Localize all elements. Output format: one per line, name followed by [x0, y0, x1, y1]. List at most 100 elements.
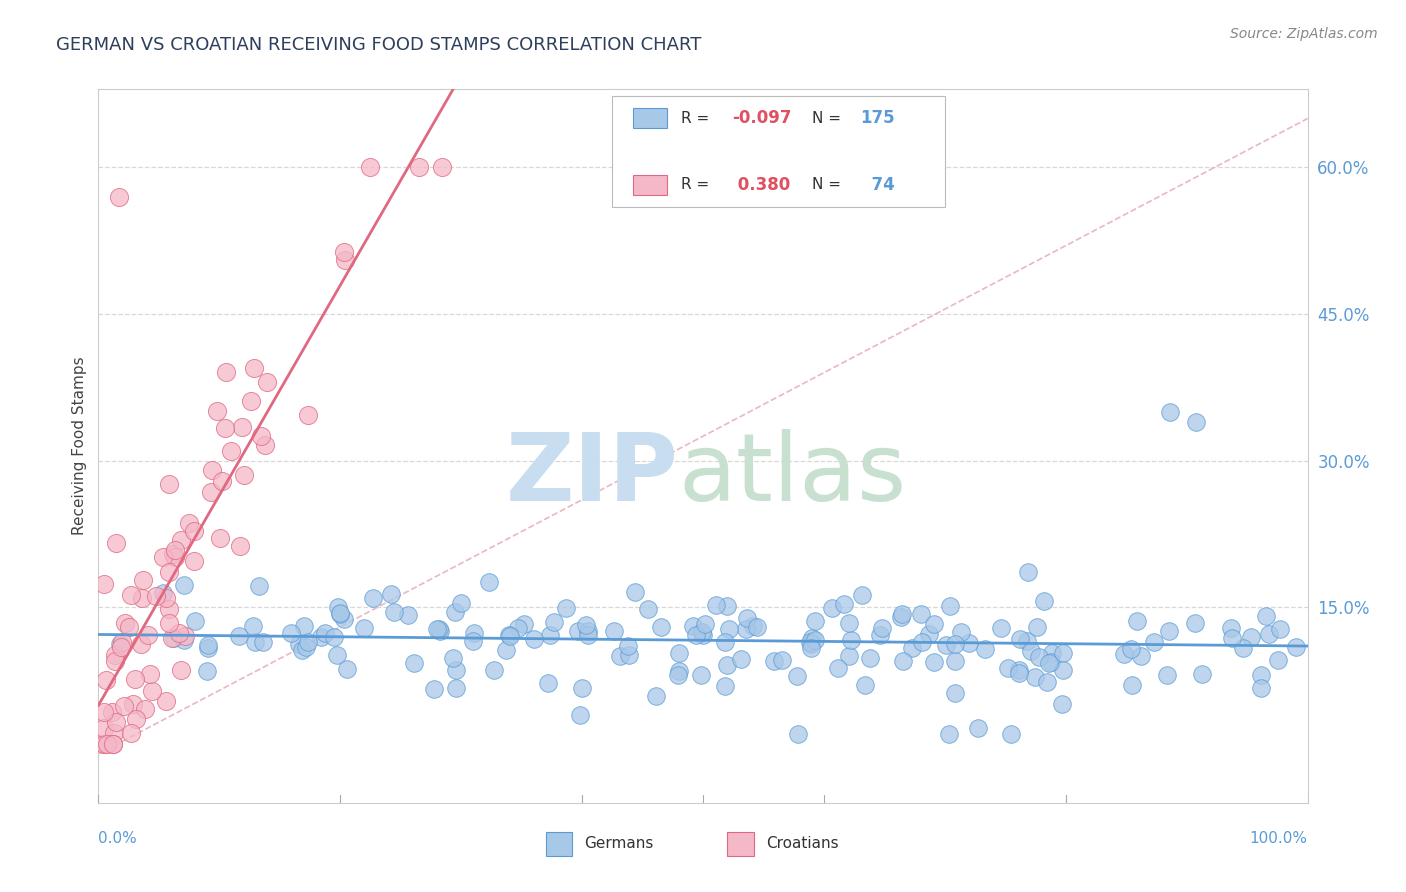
Point [155, 694, 177, 708]
Point [1240, 630, 1263, 644]
Point [219, 443, 242, 458]
Point [851, 588, 873, 602]
Point [200, 485, 222, 500]
Point [239, 393, 262, 408]
Point [103, 737, 125, 751]
Text: 0.380: 0.380 [733, 176, 790, 194]
Point [382, 606, 405, 620]
Point [441, 651, 464, 665]
Point [735, 610, 758, 624]
Point [1126, 614, 1149, 628]
Text: -0.097: -0.097 [733, 110, 792, 128]
Bar [546, 831, 572, 856]
Point [247, 579, 270, 593]
Point [430, 161, 453, 175]
Point [294, 640, 316, 655]
Point [1017, 565, 1039, 579]
Point [174, 629, 197, 643]
Point [839, 632, 862, 647]
Point [120, 588, 142, 602]
Point [1159, 405, 1181, 419]
Point [93, 721, 115, 735]
Point [890, 607, 912, 621]
Point [800, 631, 823, 645]
Point [668, 646, 690, 660]
Point [1028, 650, 1050, 665]
Point [704, 599, 727, 613]
Point [157, 616, 180, 631]
Point [741, 619, 763, 633]
Bar [633, 175, 666, 194]
Point [124, 672, 146, 686]
Point [215, 365, 238, 379]
Text: R =: R = [682, 111, 714, 126]
Point [157, 602, 180, 616]
Text: Germans: Germans [585, 837, 654, 852]
Point [974, 641, 997, 656]
Point [96, 737, 118, 751]
Point [1185, 415, 1208, 429]
Point [838, 616, 860, 631]
Point [201, 463, 224, 477]
Point [1040, 646, 1063, 660]
Point [938, 599, 960, 614]
Point [211, 474, 233, 488]
Point [869, 628, 891, 642]
Point [499, 629, 522, 643]
Point [911, 635, 934, 649]
Point [1191, 666, 1213, 681]
Point [157, 477, 180, 491]
Point [183, 524, 205, 538]
Point [325, 648, 347, 663]
Point [762, 654, 785, 668]
Point [1119, 641, 1142, 656]
Point [990, 622, 1012, 636]
Point [943, 654, 966, 668]
Point [183, 614, 205, 628]
Point [162, 632, 184, 646]
Point [242, 619, 264, 633]
Point [804, 633, 827, 648]
Point [297, 634, 319, 648]
Point [1035, 675, 1057, 690]
Point [770, 652, 793, 666]
Point [1156, 668, 1178, 682]
Point [287, 637, 309, 651]
Point [208, 532, 231, 546]
Point [422, 682, 444, 697]
Point [1033, 594, 1056, 608]
Point [543, 615, 565, 630]
Point [197, 665, 219, 679]
Point [735, 622, 758, 636]
Point [1000, 727, 1022, 741]
Point [333, 612, 356, 626]
Point [967, 721, 990, 735]
Point [495, 643, 517, 657]
Point [169, 533, 191, 547]
Point [380, 587, 402, 601]
Point [1114, 647, 1136, 661]
Point [718, 622, 741, 636]
Text: 100.0%: 100.0% [1250, 831, 1308, 847]
Point [197, 641, 219, 656]
Point [513, 617, 536, 632]
Text: Croatians: Croatians [766, 837, 838, 852]
Point [1184, 615, 1206, 630]
Point [567, 624, 589, 638]
Point [668, 664, 690, 678]
Point [1250, 667, 1272, 681]
Point [685, 628, 707, 642]
Point [280, 626, 302, 640]
Point [890, 610, 912, 624]
Point [152, 549, 174, 564]
Text: 175: 175 [860, 110, 894, 128]
Point [103, 726, 125, 740]
Point [336, 662, 359, 676]
Point [326, 599, 349, 614]
Text: N =: N = [811, 178, 845, 193]
Point [617, 648, 640, 662]
Point [650, 620, 672, 634]
Point [922, 656, 945, 670]
Point [173, 633, 195, 648]
Point [716, 658, 738, 673]
